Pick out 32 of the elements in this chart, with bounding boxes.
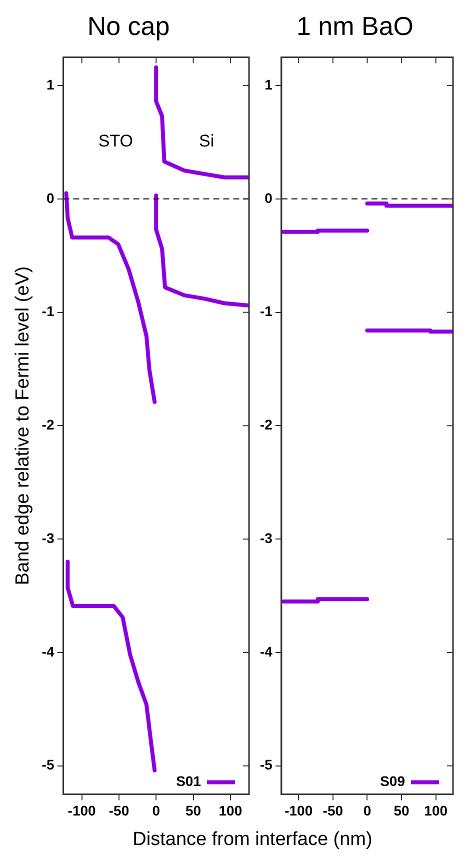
y-tick-label: -2 bbox=[260, 416, 273, 433]
y-tick-label: -1 bbox=[42, 303, 54, 320]
chart-title: 1 nm BaO bbox=[296, 10, 414, 41]
x-tick-label: 0 bbox=[152, 802, 160, 818]
y-tick-label: 1 bbox=[46, 76, 54, 92]
x-tick-label: -50 bbox=[108, 802, 130, 818]
legend-label: S01 bbox=[176, 773, 202, 790]
x-tick-label: 100 bbox=[424, 802, 448, 818]
y-tick-label: -3 bbox=[260, 530, 273, 546]
annotation: Si bbox=[199, 132, 214, 151]
x-axis-title: Distance from interface (nm) bbox=[132, 829, 374, 851]
x-tick-label: -100 bbox=[284, 802, 313, 818]
chart-title: No cap bbox=[87, 10, 170, 41]
x-tick-label: -50 bbox=[322, 802, 344, 818]
x-tick-label: 50 bbox=[185, 802, 202, 818]
x-tick-label: 0 bbox=[363, 802, 372, 818]
y-tick-label: 0 bbox=[46, 190, 54, 206]
y-axis-title: Band edge relative to Fermi level (eV) bbox=[12, 266, 34, 586]
x-tick-label: 50 bbox=[394, 802, 410, 818]
y-tick-label: 1 bbox=[264, 76, 273, 92]
y-tick-label: 0 bbox=[264, 190, 273, 206]
y-tick-label: -3 bbox=[42, 530, 54, 546]
legend-label: S09 bbox=[380, 773, 406, 790]
y-tick-label: -5 bbox=[42, 756, 54, 773]
annotation: STO bbox=[98, 132, 134, 151]
y-tick-label: -2 bbox=[42, 416, 54, 433]
y-tick-label: -4 bbox=[42, 643, 54, 660]
y-tick-label: -1 bbox=[260, 303, 273, 320]
x-tick-label: -100 bbox=[68, 802, 96, 818]
x-tick-label: 100 bbox=[218, 802, 242, 818]
y-tick-label: -4 bbox=[260, 643, 273, 660]
y-tick-label: -5 bbox=[260, 756, 273, 773]
